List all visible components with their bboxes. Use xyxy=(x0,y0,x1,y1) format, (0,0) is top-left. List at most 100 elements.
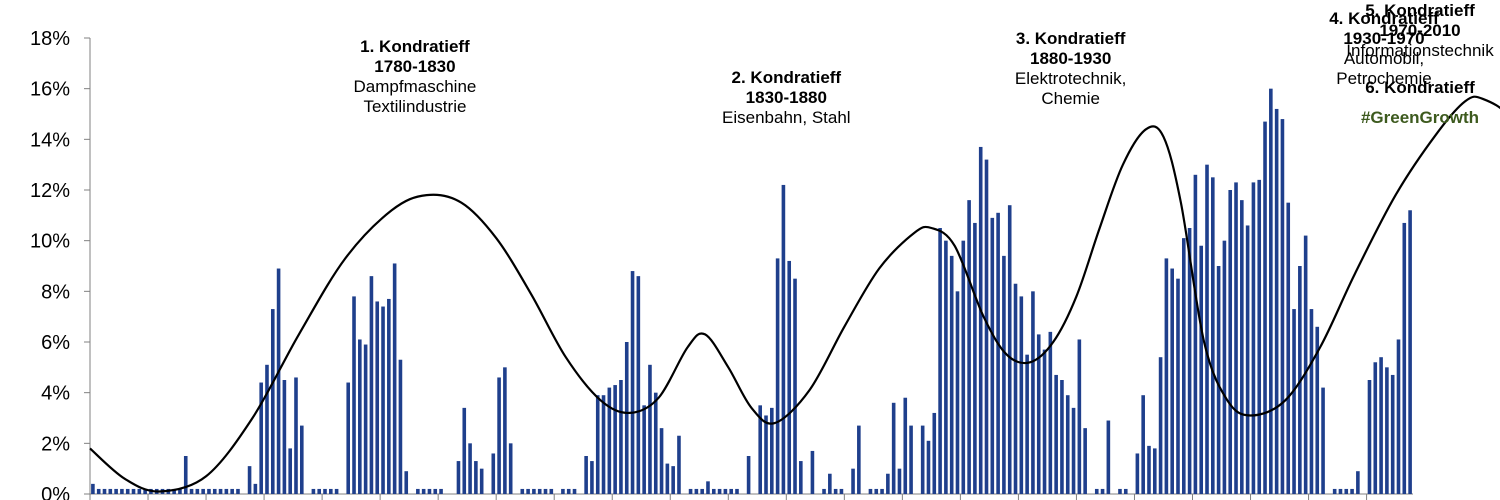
bar xyxy=(624,342,629,494)
bar xyxy=(172,488,176,494)
annotation-kondratieff-5: 5. Kondratieff1970-2010Informationstechn… xyxy=(1346,1,1494,60)
annotation-description-line: Informationstechnik xyxy=(1346,41,1494,60)
annotation-kondratieff-6: 6. Kondratieff #GreenGrowth xyxy=(1361,78,1479,127)
bar xyxy=(700,488,704,494)
bar xyxy=(857,425,861,494)
bar xyxy=(352,296,356,494)
annotation-description-line: Petrochemie xyxy=(1336,69,1431,88)
y-tick-label: 10% xyxy=(30,231,70,253)
bar xyxy=(920,425,925,494)
bar xyxy=(468,443,472,494)
annotation-title-line: 3. Kondratieff xyxy=(1016,29,1126,48)
bar xyxy=(688,488,693,494)
y-tick-label: 14% xyxy=(30,129,70,151)
bar xyxy=(433,488,438,494)
bar xyxy=(1321,387,1325,494)
bar xyxy=(1164,258,1169,494)
bar xyxy=(590,461,594,494)
bar xyxy=(996,212,1000,495)
annotation-tag: #GreenGrowth xyxy=(1361,108,1479,127)
annotation-description-line: Textilindustrie xyxy=(363,97,466,116)
bar xyxy=(758,405,763,494)
bar xyxy=(462,407,467,494)
bar xyxy=(944,240,948,494)
bar xyxy=(909,425,913,494)
bar xyxy=(282,380,287,494)
y-tick-label: 0% xyxy=(41,484,70,500)
bar xyxy=(1019,296,1024,494)
bar xyxy=(1240,200,1244,494)
bar xyxy=(1373,362,1378,494)
bar xyxy=(189,488,194,494)
bar xyxy=(665,463,670,494)
bar xyxy=(717,488,722,494)
bar xyxy=(938,228,942,494)
bar xyxy=(1245,225,1250,494)
bar xyxy=(566,488,571,494)
annotation-title-line: 2. Kondratieff xyxy=(732,68,842,87)
bar xyxy=(236,488,240,494)
bar xyxy=(1054,374,1058,494)
bar xyxy=(926,440,931,494)
bar xyxy=(642,405,646,494)
annotation-title-line: 4. Kondratieff xyxy=(1329,9,1439,28)
bar xyxy=(1367,380,1372,494)
bar xyxy=(1002,255,1006,494)
bar xyxy=(1094,488,1099,494)
bar xyxy=(224,488,229,494)
annotation-title-line: 1. Kondratieff xyxy=(360,37,470,56)
bar xyxy=(799,461,803,494)
bar xyxy=(474,461,478,494)
bar xyxy=(636,276,641,494)
y-tick-label: 2% xyxy=(41,433,70,455)
bar xyxy=(764,415,768,494)
y-axis: 0% 2% 4% 6% 8% 10% 12% 14% 16% 18% xyxy=(30,28,1413,500)
bar xyxy=(543,488,548,494)
bar xyxy=(201,488,205,494)
bar xyxy=(1135,453,1140,494)
annotation-title-line: 6. Kondratieff xyxy=(1365,78,1475,97)
bar xyxy=(323,488,327,494)
bar xyxy=(1176,278,1180,494)
annotation-description-line: Elektrotechnik, xyxy=(1015,69,1127,88)
bar xyxy=(601,395,606,494)
bar xyxy=(1211,177,1215,495)
bar xyxy=(1193,174,1198,495)
annotation-kondratieff-4: 4. Kondratieff1930-1970Automobil,Petroch… xyxy=(1329,9,1439,88)
bar xyxy=(1118,488,1122,494)
bar xyxy=(503,367,507,494)
bar xyxy=(1356,471,1360,494)
annotation-kondratieff-1: 1. Kondratieff1780-1830DampfmaschineText… xyxy=(354,37,477,116)
bar xyxy=(711,488,716,494)
bar xyxy=(839,488,844,494)
bar xyxy=(949,255,954,494)
bar xyxy=(497,377,501,494)
bar xyxy=(381,306,385,494)
y-tick-label: 18% xyxy=(30,28,70,50)
bar xyxy=(125,488,130,494)
bar xyxy=(822,488,826,494)
bar xyxy=(1031,291,1035,494)
annotation-title-line: 1780-1830 xyxy=(374,57,455,76)
bar xyxy=(1036,334,1041,494)
bar xyxy=(218,488,223,494)
bar xyxy=(456,461,461,494)
annotation-title-line: 1830-1880 xyxy=(746,88,827,107)
bar xyxy=(1222,240,1227,494)
bar xyxy=(891,402,896,494)
bar xyxy=(1123,488,1128,494)
bar xyxy=(851,468,855,494)
bar xyxy=(421,488,426,494)
annotation-title-line: 5. Kondratieff xyxy=(1365,1,1475,20)
bar xyxy=(195,488,200,494)
bar xyxy=(810,450,815,494)
bar xyxy=(1303,235,1308,494)
bar xyxy=(659,428,664,494)
bar xyxy=(1379,357,1383,494)
annotations: 1. Kondratieff1780-1830DampfmaschineText… xyxy=(354,1,1495,127)
bar xyxy=(735,488,739,494)
bar xyxy=(897,468,902,494)
bar xyxy=(1216,266,1221,494)
bar xyxy=(990,217,995,494)
bar xyxy=(1350,488,1354,494)
